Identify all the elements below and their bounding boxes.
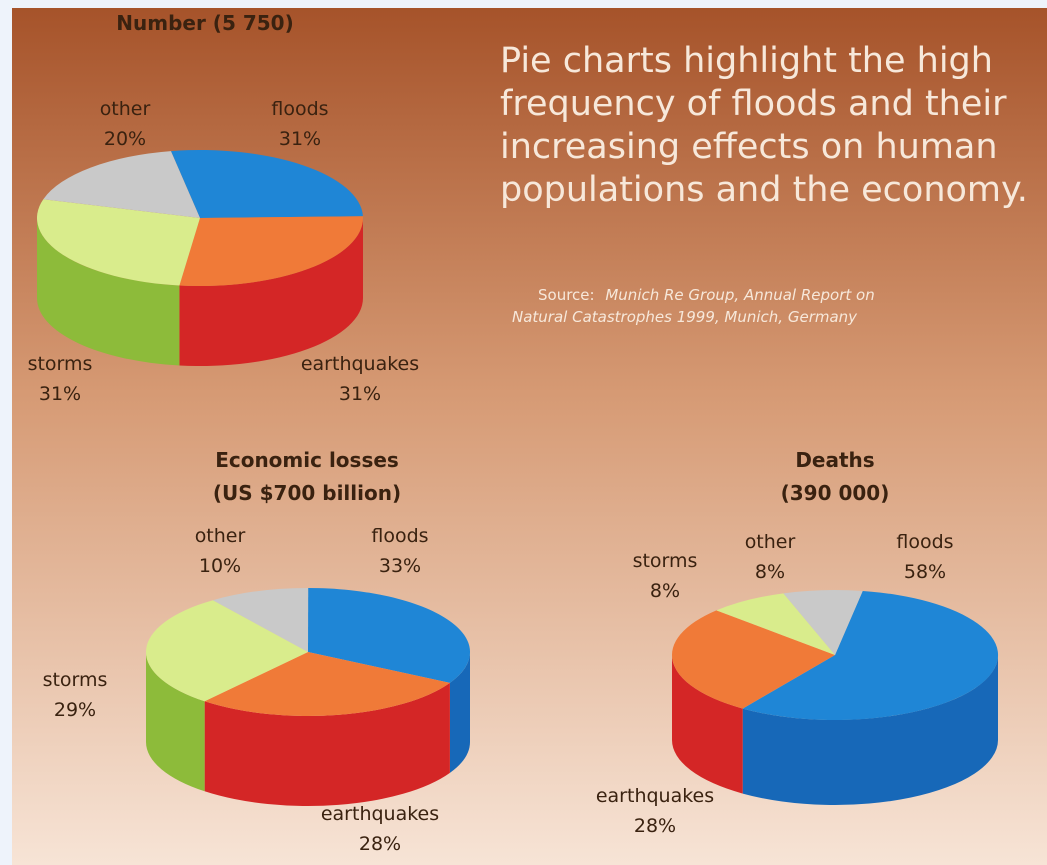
- slice-value-label: 28%: [359, 833, 401, 855]
- pie-slice: [742, 590, 999, 721]
- pie-slice-side: [204, 682, 450, 807]
- slice-value-label: 31%: [339, 383, 381, 405]
- slice-category: floods: [371, 525, 428, 547]
- slice-value-label: 29%: [54, 699, 96, 721]
- slice-category: floods: [271, 98, 328, 120]
- chart-title: (US $700 billion): [213, 481, 401, 505]
- headline: Pie charts highlight the high frequency …: [500, 41, 1028, 210]
- headline-line: increasing effects on human: [500, 127, 998, 167]
- chart-title: Economic losses: [215, 448, 399, 472]
- pie-sides: [672, 655, 998, 805]
- slice-value-label: 20%: [104, 128, 146, 150]
- slice-category: storms: [28, 353, 93, 375]
- pie-sides: [146, 652, 470, 807]
- slice-value-label: 33%: [379, 555, 421, 577]
- source-line: Munich Re Group, Annual Report on: [605, 286, 874, 304]
- pie-slice: [179, 216, 363, 287]
- source: Source: Munich Re Group, Annual Report o…: [538, 286, 875, 304]
- chart-title: (390 000): [781, 481, 890, 505]
- headline-line: frequency of floods and their: [500, 84, 1007, 124]
- slice-category: floods: [896, 531, 953, 553]
- pie-slice: [43, 151, 200, 218]
- slice-value-label: 8%: [755, 561, 785, 583]
- pie-tops: [672, 590, 999, 721]
- pie-slice-side: [146, 652, 205, 792]
- slice-category: earthquakes: [321, 803, 439, 825]
- pie-slice: [145, 600, 308, 702]
- slice-category: other: [745, 531, 796, 553]
- slice-category: storms: [43, 669, 108, 691]
- pie-slice-side: [36, 218, 180, 366]
- pie-slice-side: [742, 655, 998, 805]
- slice-category: other: [195, 525, 246, 547]
- pie-chart: Deaths (390 000) floods 58% earthquakes 28% st…: [596, 448, 999, 837]
- slice-category: other: [100, 98, 151, 120]
- pie-slice: [204, 652, 450, 717]
- pie-chart: Economic losses (US $700 billion) floods 33…: [43, 448, 471, 855]
- source-line: Natural Catastrophes 1999, Munich, Germa…: [512, 308, 858, 326]
- pie-tops: [145, 588, 471, 717]
- slice-category: earthquakes: [301, 353, 419, 375]
- headline-line: populations and the economy.: [500, 170, 1028, 210]
- pie-tops: [37, 150, 363, 287]
- slice-category: earthquakes: [596, 785, 714, 807]
- pie-slice: [308, 588, 471, 683]
- pie-slice: [170, 150, 363, 218]
- pie-slice: [37, 199, 200, 286]
- pie-slice: [672, 610, 835, 709]
- slice-value-label: 31%: [39, 383, 81, 405]
- headline-line: Pie charts highlight the high: [500, 41, 993, 81]
- chart-title: Number (5 750): [116, 11, 293, 35]
- slice-value-label: 10%: [199, 555, 241, 577]
- slice-value-label: 58%: [904, 561, 946, 583]
- slice-value-label: 28%: [634, 815, 676, 837]
- pie-slice-side: [449, 652, 470, 773]
- pie-chart: Number (5 750) floods 31% earthquakes 31% sto…: [28, 11, 420, 405]
- slice-category: storms: [633, 550, 698, 572]
- pie-slice-side: [179, 218, 363, 367]
- pie-slice: [783, 590, 863, 655]
- slice-value-label: 31%: [279, 128, 321, 150]
- pie-sides: [36, 218, 363, 367]
- pie-slice: [212, 588, 309, 652]
- source-prefix: Source:: [538, 286, 595, 304]
- pie-slice: [716, 593, 835, 655]
- pie-slice-side: [672, 655, 743, 794]
- chart-title: Deaths: [795, 448, 874, 472]
- slice-value-label: 8%: [650, 580, 680, 602]
